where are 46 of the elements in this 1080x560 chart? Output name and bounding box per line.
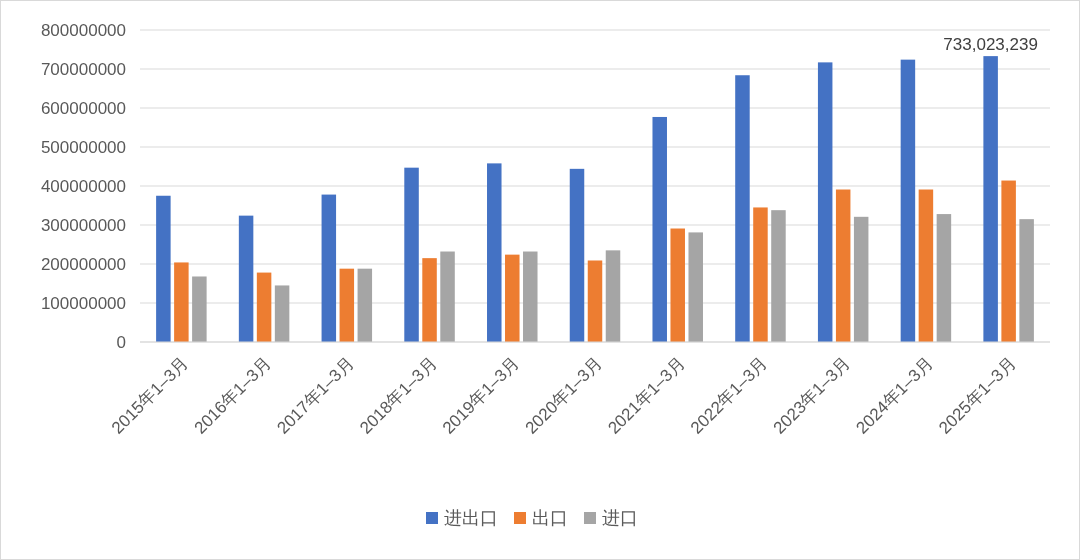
bar bbox=[983, 56, 998, 342]
y-tick-label: 600000000 bbox=[40, 99, 126, 118]
legend-label: 进出口 bbox=[444, 508, 498, 528]
y-tick-label: 100000000 bbox=[40, 294, 126, 313]
y-tick-label: 200000000 bbox=[40, 255, 126, 274]
bar bbox=[900, 59, 916, 342]
bar bbox=[404, 167, 419, 342]
y-tick-label: 0 bbox=[116, 333, 126, 352]
bar bbox=[853, 216, 869, 342]
y-tick-label: 700000000 bbox=[40, 60, 126, 79]
bar bbox=[339, 268, 355, 342]
data-label: 733,023,239 bbox=[943, 35, 1038, 55]
bar bbox=[523, 251, 538, 342]
bar bbox=[238, 215, 254, 342]
bar bbox=[817, 62, 833, 342]
bar bbox=[440, 251, 455, 342]
bar bbox=[835, 189, 851, 342]
y-tick-label: 400000000 bbox=[40, 177, 126, 196]
bar bbox=[735, 75, 750, 342]
bar bbox=[487, 163, 502, 342]
bar bbox=[753, 207, 768, 342]
bar bbox=[1019, 219, 1034, 342]
bar bbox=[605, 250, 621, 342]
bar bbox=[936, 214, 952, 342]
bar bbox=[192, 276, 207, 342]
bar bbox=[321, 194, 337, 342]
y-tick-label: 800000000 bbox=[40, 21, 126, 40]
bar bbox=[688, 232, 703, 342]
bar bbox=[670, 228, 685, 342]
bar bbox=[256, 272, 272, 342]
bar bbox=[771, 210, 786, 342]
bar bbox=[569, 168, 585, 342]
legend-label: 进口 bbox=[602, 508, 638, 528]
bar bbox=[156, 195, 171, 342]
bar bbox=[357, 268, 373, 342]
bar bbox=[505, 254, 520, 342]
bar bbox=[422, 258, 437, 342]
bar bbox=[274, 285, 290, 342]
bar bbox=[652, 116, 667, 342]
y-tick-label: 500000000 bbox=[40, 138, 126, 157]
bar bbox=[1001, 180, 1016, 342]
bar bbox=[587, 260, 603, 342]
y-tick-label: 300000000 bbox=[40, 216, 126, 235]
bar bbox=[918, 189, 934, 342]
legend-label: 出口 bbox=[532, 508, 568, 528]
bar bbox=[174, 262, 189, 342]
